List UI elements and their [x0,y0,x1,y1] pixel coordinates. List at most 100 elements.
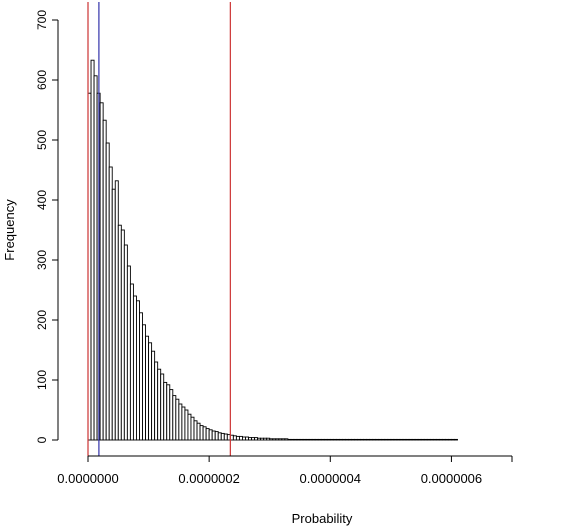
histogram-bar [423,438,428,441]
histogram-bar [220,432,225,441]
histogram-bar [196,422,201,441]
histogram-bar [211,430,216,441]
histogram-bar [242,436,246,441]
histogram-bar [454,438,458,441]
histogram-bar [396,438,401,441]
histogram-bar [417,438,422,441]
histogram-bar [178,403,183,441]
x-tick-label: 0.0000002 [178,471,239,486]
histogram-bar [184,409,189,441]
x-tick-label: 0.0000000 [57,471,118,486]
histogram-bar [402,438,407,441]
histogram-bar [175,398,180,441]
histogram-bar [438,438,443,441]
y-tick-label: 200 [35,310,49,330]
histogram-bar [284,438,289,441]
histogram-bar [136,300,140,441]
histogram-bar [426,438,431,441]
histogram-bar [335,438,340,441]
y-tick-label: 500 [35,130,49,150]
histogram-bar [260,437,265,441]
histogram-bar [348,438,352,441]
histogram-bar [151,350,156,441]
histogram-bar [199,425,204,441]
y-tick-label: 100 [35,370,49,390]
histogram-bar [378,438,383,441]
histogram-bar [290,438,295,441]
histogram-bar [387,438,392,441]
histogram-bar [305,438,310,441]
histogram-bar [123,244,128,441]
y-tick-label: 300 [35,250,49,270]
histogram-bar [148,342,153,441]
histogram-bar [235,435,240,441]
histogram-bar [411,438,416,441]
histogram-bar [278,438,283,441]
y-axis: 0 100 200 300 400 500 600 700 [35,10,59,443]
y-tick-label: 400 [35,190,49,210]
histogram-bar [281,438,286,441]
histogram-bar [114,180,119,441]
histogram-bar [432,438,437,441]
histogram-bar [93,75,98,441]
histogram-bar [257,437,262,441]
x-axis-label: Probability [292,511,353,526]
histogram-bar [405,438,410,441]
histogram-bar [363,438,368,441]
histogram-bar [360,438,365,441]
histogram-bar [450,438,455,441]
histogram-bar [166,384,171,441]
histogram-bar [332,438,337,441]
x-axis: 0.0000000 0.0000002 0.0000004 0.0000006 [57,455,513,486]
histogram-bar [193,420,198,441]
histogram-bar [381,438,386,441]
histogram-bar [366,438,371,441]
histogram-bar [111,188,116,441]
y-tick-label: 0 [35,436,49,443]
histogram-bar [126,265,131,441]
histogram-bar [408,438,413,441]
histogram-bar [205,428,210,441]
histogram-bar [384,438,389,441]
histogram-bars [87,59,458,441]
histogram-bar [208,429,213,441]
histogram-bar [187,413,192,441]
histogram-bar [275,438,280,441]
histogram-bar [420,438,425,441]
histogram-bar [296,438,301,441]
histogram-bar [272,438,277,441]
histogram-bar [447,438,452,441]
histogram-bar [90,59,95,441]
histogram-bar [338,438,343,441]
histogram-bar [248,437,252,441]
histogram-bar [375,438,380,441]
histogram-bar [232,435,237,441]
y-tick-label: 700 [35,10,49,30]
histogram-bar [263,437,268,441]
y-tick-label: 600 [35,70,49,90]
histogram-bar [302,438,307,441]
histogram-bar [214,431,219,441]
histogram-bar [311,438,316,441]
histogram-bar [369,438,374,441]
histogram-bar [251,437,256,441]
histogram-bar [108,166,113,441]
histogram-bar [269,438,274,441]
histogram-bar [357,438,362,441]
x-tick-label: 0.0000004 [300,471,361,486]
histogram-bar [317,438,322,441]
histogram-bar [299,438,304,441]
histogram-bar [132,295,137,441]
histogram-bar [354,438,358,441]
histogram-bar [238,435,243,441]
histogram-bar [293,438,298,441]
y-axis-label: Frequency [2,199,17,261]
histogram-bar [344,438,349,441]
reference-lines [87,2,231,456]
histogram-bar [326,438,331,441]
histogram-bar [102,119,107,441]
histogram-bar [399,438,404,441]
histogram-bar [142,324,146,441]
histogram-bar [190,416,195,441]
histogram-bar [320,438,325,441]
